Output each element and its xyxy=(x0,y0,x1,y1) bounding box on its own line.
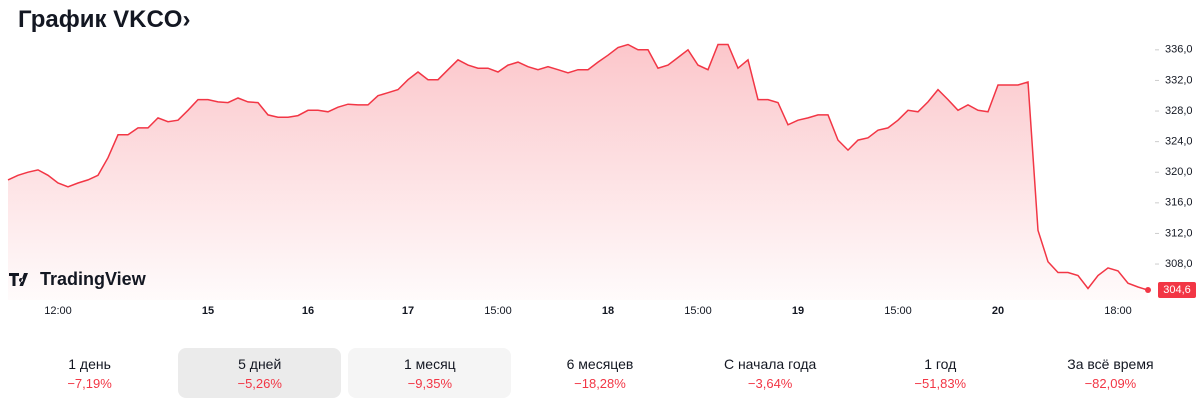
period-label: С начала года xyxy=(723,355,817,372)
period-tab[interactable]: 6 месяцев −18,28% xyxy=(518,348,681,398)
area xyxy=(8,44,1148,300)
period-change: −18,28% xyxy=(574,375,626,391)
period-change: −82,09% xyxy=(1084,375,1137,391)
y-tick-label: 328,0 xyxy=(1165,105,1193,117)
last-point xyxy=(1145,287,1151,294)
title[interactable]: График VKCO› xyxy=(18,6,191,33)
period-label: 1 год xyxy=(924,355,957,372)
x-tick-label: 16 xyxy=(302,305,314,317)
y-tick-label: 332,0 xyxy=(1165,74,1193,86)
price-line xyxy=(7,43,1149,291)
watermark-logo xyxy=(9,273,28,286)
period-tab[interactable]: 1 месяц −9,35% xyxy=(348,348,512,398)
y-tick-label: 316,0 xyxy=(1165,197,1193,209)
period-label: 5 дней xyxy=(238,355,282,372)
period-label: 6 месяцев xyxy=(566,355,634,372)
x-tick-label: 15:00 xyxy=(484,305,512,317)
period-change: −5,26% xyxy=(237,375,282,391)
period-change: −3,64% xyxy=(747,375,793,391)
watermark: TradingView xyxy=(9,269,147,289)
y-tick-label: 336,0 xyxy=(1165,44,1193,56)
chart: 308,0 312,0 316,0 320,0 324,0 328,0 332,0 336,0… xyxy=(7,43,1196,317)
price-label: 304,6 xyxy=(1163,284,1191,296)
period-label: 1 месяц xyxy=(404,355,456,372)
x-tick-label: 19 xyxy=(792,305,804,317)
period-tab[interactable]: 5 дней −5,26% xyxy=(178,348,342,398)
period-change: −9,35% xyxy=(407,375,453,391)
x-tick-label: 20 xyxy=(992,305,1004,317)
period-tab[interactable]: За всё время −82,09% xyxy=(1029,348,1192,398)
period-tab[interactable]: 1 год −51,83% xyxy=(859,348,1022,398)
period-tab[interactable]: С начала года −3,64% xyxy=(689,348,852,398)
x-tick-label: 17 xyxy=(402,305,414,317)
y-tick-label: 312,0 xyxy=(1165,227,1193,239)
x-tick-label: 15:00 xyxy=(684,305,712,317)
period-change: −7,19% xyxy=(67,375,112,391)
y-tick-label: 324,0 xyxy=(1165,136,1193,148)
x-tick-label: 15 xyxy=(202,305,214,317)
period-label: 1 день xyxy=(68,355,111,372)
period-tabs: 1 день −7,19% 5 дней −5,26% 1 месяц −9,35% 6 м… xyxy=(8,348,1192,398)
x-tick-label: 12:00 xyxy=(44,305,72,317)
y-tick-label: 308,0 xyxy=(1165,258,1193,270)
period-tab[interactable]: 1 день −7,19% xyxy=(8,348,171,398)
x-tick-label: 15:00 xyxy=(884,305,912,317)
price-label-bg xyxy=(1158,282,1196,299)
y-tick-label: 320,0 xyxy=(1165,166,1193,178)
period-change: −51,83% xyxy=(914,375,967,391)
x-tick-label: 18:00 xyxy=(1104,305,1132,317)
period-label: За всё время xyxy=(1067,355,1154,372)
x-tick-label: 18 xyxy=(602,305,614,317)
watermark-text: TradingView xyxy=(40,269,147,289)
